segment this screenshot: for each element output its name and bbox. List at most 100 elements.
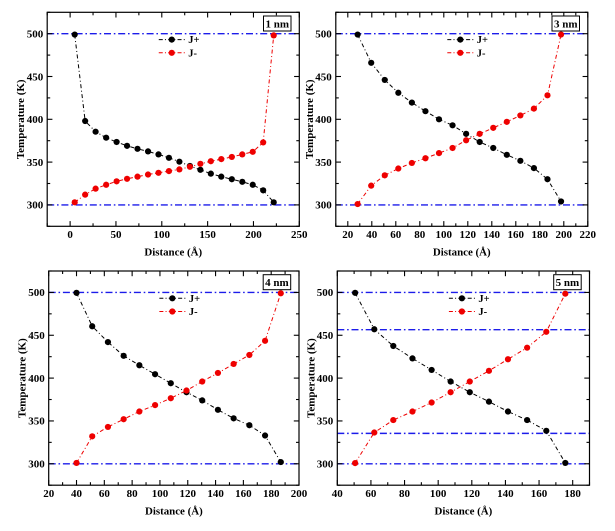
data-point (543, 427, 550, 434)
data-point (530, 105, 538, 112)
y-axis-title: Temperature (K) (17, 338, 29, 418)
data-point (449, 122, 456, 129)
y-tick-label: 400 (28, 373, 45, 385)
x-tick-label: 160 (508, 229, 525, 241)
jplus-series (354, 31, 565, 205)
data-point (517, 157, 524, 164)
axes-frame (48, 270, 300, 486)
x-tick-label: 80 (127, 488, 139, 500)
data-point (134, 145, 141, 152)
panel-label-frame (551, 15, 580, 32)
x-tick-label: 140 (484, 229, 501, 241)
y-tick-label: 300 (317, 459, 334, 471)
jplus-points (354, 31, 565, 205)
data-point (230, 360, 237, 368)
axes-frame (336, 270, 591, 486)
x-tick-label: 20 (342, 229, 354, 241)
x-tick-label: 60 (390, 229, 402, 241)
data-point (134, 173, 141, 180)
y-tick-labels: 300 350 400 450 500 (317, 287, 334, 470)
data-point (381, 76, 388, 84)
y-tick-label: 350 (28, 416, 45, 428)
subplot-3nm: 20 40 60 80 100 120 140 160 180 200 220 300 350 400 45… (304, 11, 597, 259)
data-point (230, 415, 237, 422)
data-point (490, 124, 497, 131)
data-point (249, 181, 256, 188)
jminus-series (352, 290, 569, 467)
data-point (368, 59, 375, 66)
data-point (409, 355, 416, 362)
x-tick-label: 60 (365, 488, 377, 500)
legend-entry-jplus: J+ (447, 35, 488, 46)
axis-ticks (46, 11, 300, 227)
data-point (354, 200, 361, 208)
data-point (113, 178, 120, 185)
x-tick-label: 160 (531, 488, 548, 500)
data-point (354, 31, 361, 38)
jminus-legend-label: J- (189, 307, 198, 318)
x-tick-label: 140 (497, 488, 514, 500)
jminus-legend-label: J- (478, 307, 487, 318)
data-point (395, 89, 402, 96)
y-tick-label: 300 (27, 200, 44, 212)
data-point (277, 458, 284, 466)
x-tick-label: 150 (199, 229, 216, 241)
legend-entry-jminus: J- (448, 307, 488, 318)
data-point (422, 155, 429, 162)
data-point (136, 408, 143, 415)
jplus-legend-label: J+ (188, 35, 199, 46)
data-point (199, 397, 206, 404)
y-tick-label: 350 (27, 157, 44, 169)
x-axis-title: Distance (Å) (435, 505, 493, 517)
data-point (447, 389, 454, 396)
jminus-series (354, 31, 565, 208)
data-point (218, 173, 225, 180)
x-tick-label: 80 (399, 488, 411, 500)
jplus-legend-marker (169, 295, 176, 302)
legend-entry-jminus: J- (447, 48, 486, 59)
data-point (463, 137, 470, 144)
data-point (435, 150, 443, 157)
data-point (228, 176, 235, 183)
data-point (260, 187, 267, 194)
subplot-1nm: 0 50 100 150 200 250 300 350 400 450 500 Distance (… (15, 11, 308, 259)
data-point (155, 169, 162, 176)
jplus-points (73, 289, 284, 466)
data-point (504, 356, 512, 363)
data-point (270, 199, 277, 206)
jminus-line (354, 293, 566, 464)
data-point (144, 171, 152, 178)
data-point (136, 362, 143, 369)
data-point (199, 378, 206, 385)
jplus-line (74, 34, 275, 203)
jminus-line (357, 34, 562, 205)
panel-label-box: 4 nm (262, 274, 292, 291)
data-point (485, 367, 493, 374)
data-point (104, 423, 112, 431)
data-point (490, 144, 497, 152)
data-point (144, 148, 152, 155)
data-point (390, 342, 397, 350)
y-tick-label: 300 (315, 200, 332, 212)
data-point (228, 153, 235, 161)
jminus-legend-marker (457, 49, 464, 56)
reference-lines (337, 291, 590, 465)
data-point (466, 378, 473, 385)
data-point (524, 344, 531, 351)
panel-label-box: 5 nm (553, 274, 582, 291)
data-point (544, 176, 551, 183)
legend: J+ J- (159, 294, 200, 318)
jminus-line (76, 293, 282, 464)
jplus-line (357, 34, 562, 202)
jplus-series (352, 289, 569, 467)
data-point (82, 117, 89, 125)
legend: J+ J- (447, 35, 488, 59)
panel-label: 5 nm (556, 277, 580, 289)
data-point (207, 170, 214, 177)
panel-label-frame (553, 274, 582, 291)
jminus-points (352, 290, 569, 467)
data-point (239, 151, 246, 158)
jplus-legend-marker (457, 36, 464, 43)
